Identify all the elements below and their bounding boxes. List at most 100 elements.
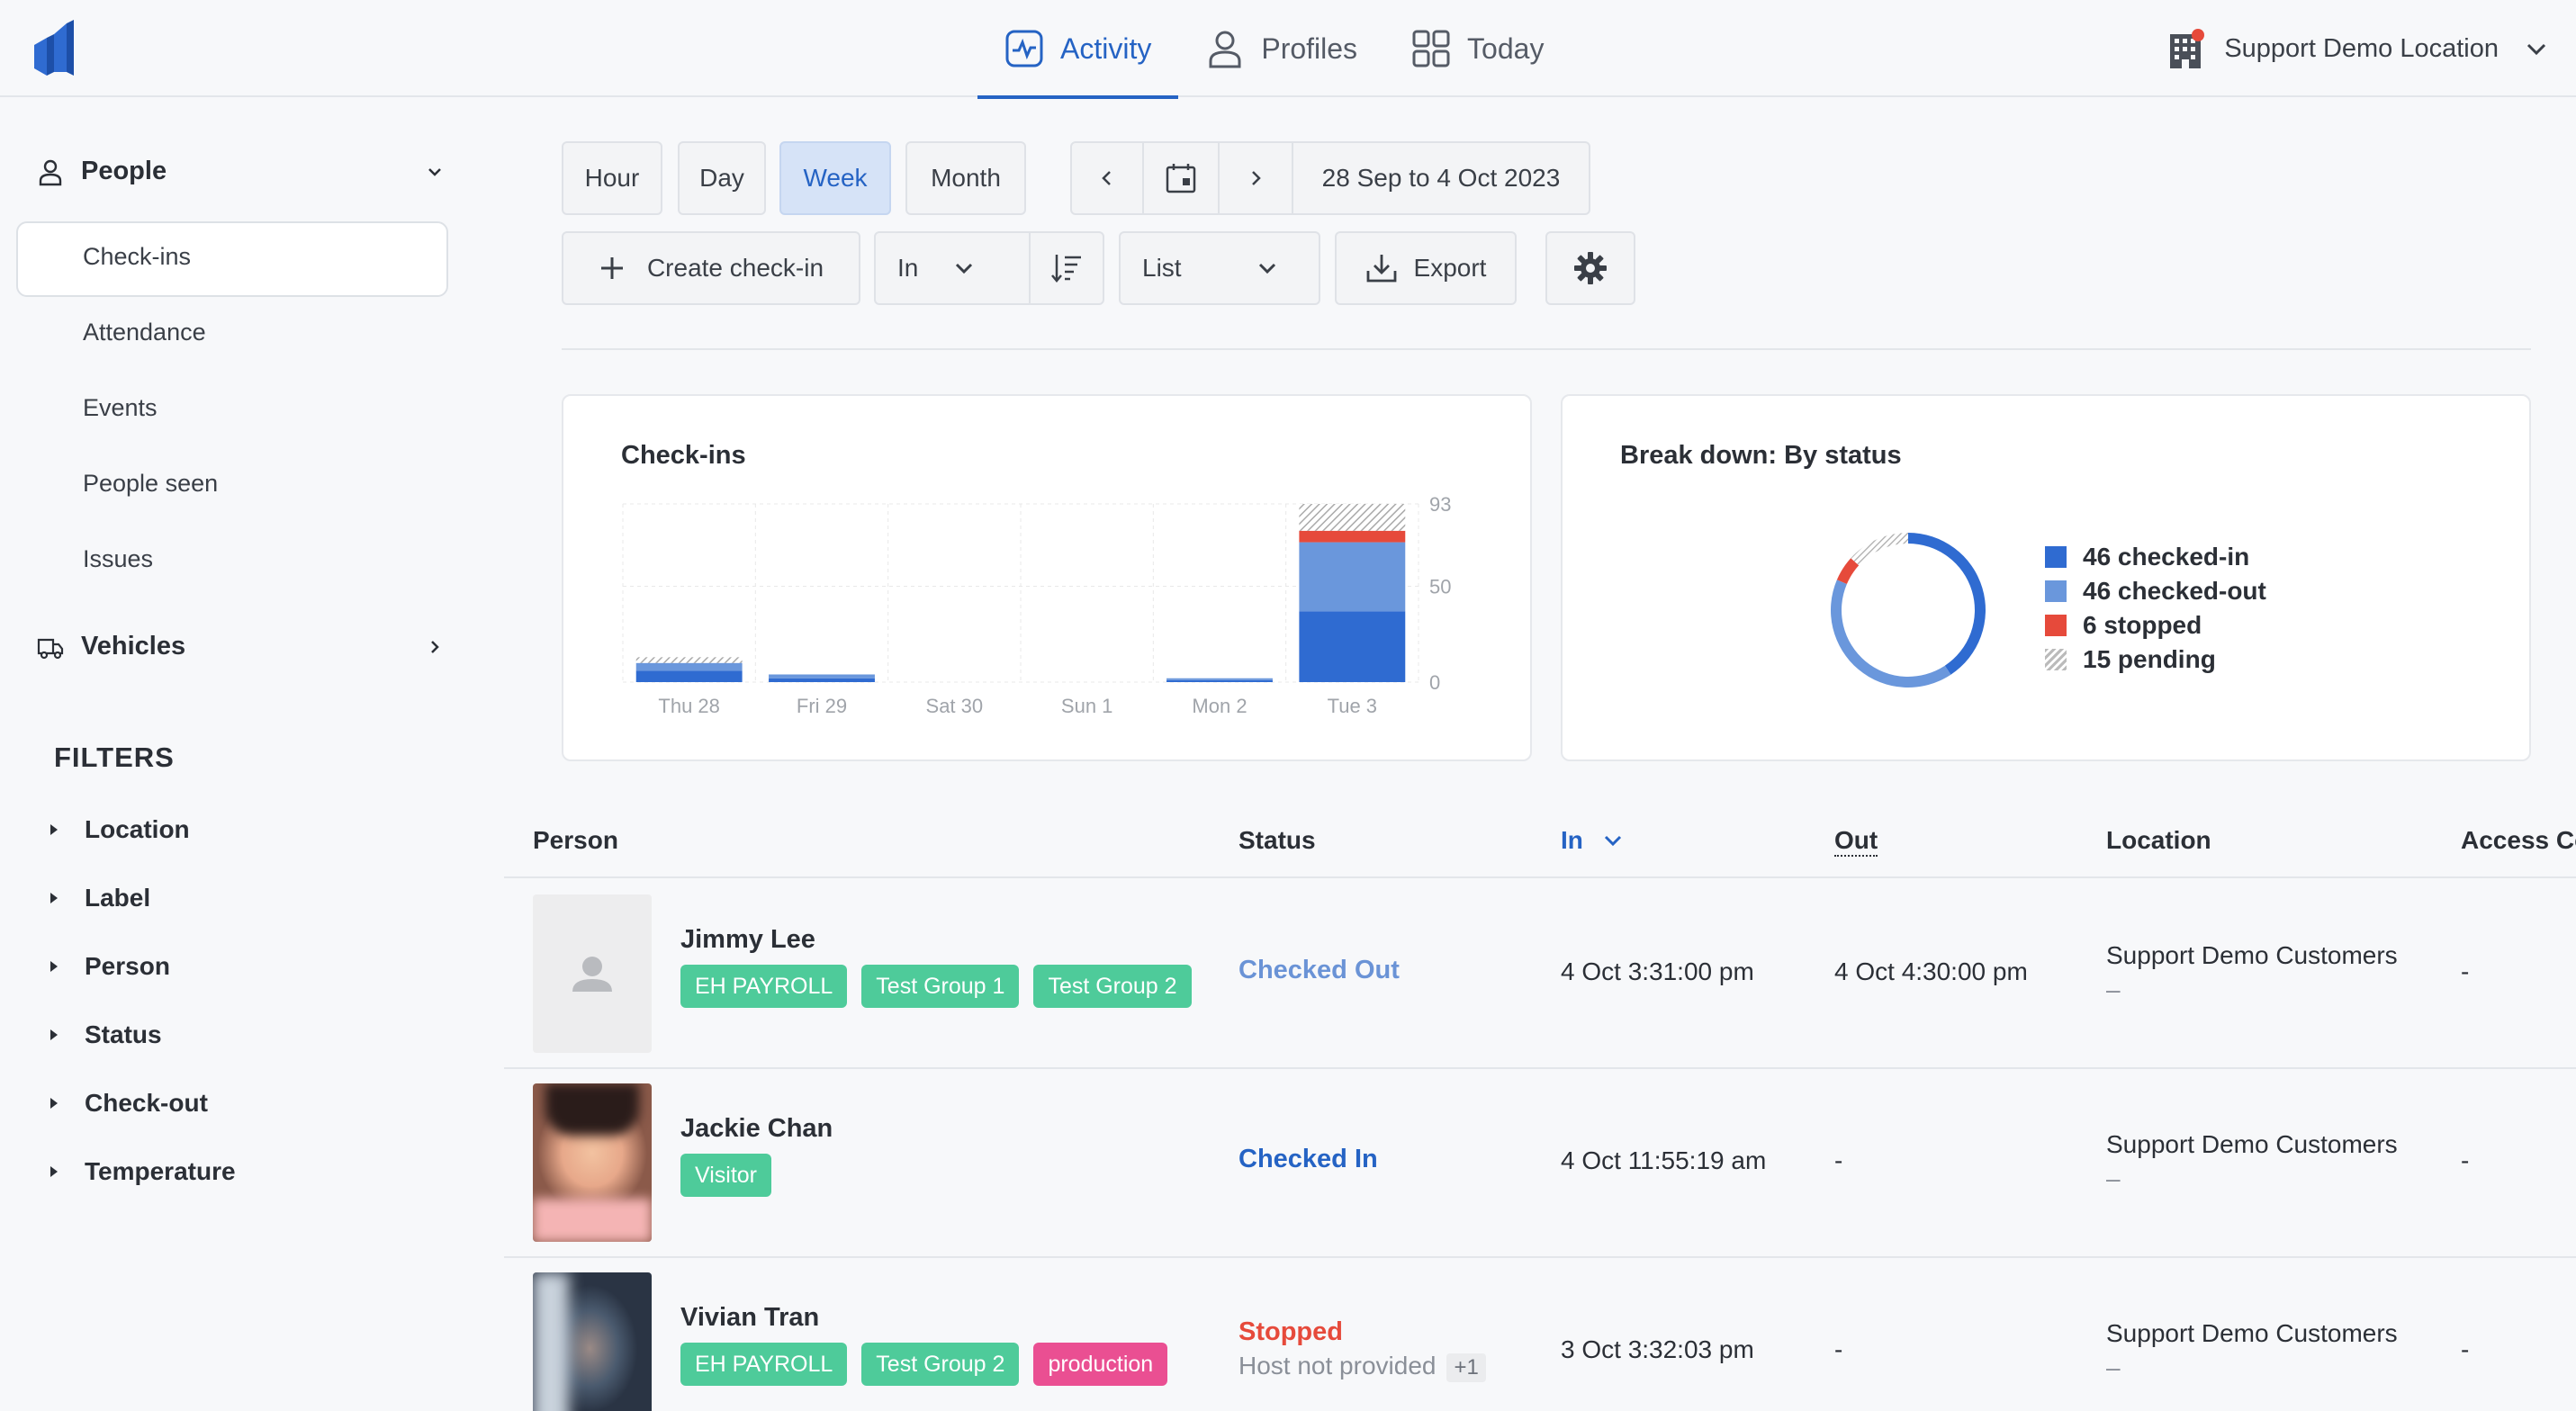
- donut-slice-1: [1831, 580, 1951, 688]
- filter-checkout[interactable]: Check-out: [50, 1089, 208, 1118]
- tab-profiles[interactable]: Profiles: [1178, 0, 1384, 97]
- table-row[interactable]: Vivian Tran EH PAYROLL Test Group 2 prod…: [504, 1258, 2576, 1411]
- previous-period-button[interactable]: [1070, 141, 1144, 215]
- sidebar-item-events[interactable]: Events: [83, 394, 158, 421]
- filter-person[interactable]: Person: [50, 952, 170, 981]
- view-mode-select[interactable]: List: [1119, 231, 1320, 305]
- table-row[interactable]: Jimmy Lee EH PAYROLL Test Group 1 Test G…: [504, 880, 2576, 1069]
- activity-icon: [1005, 30, 1043, 67]
- x-tick-label: Tue 3: [1328, 695, 1377, 717]
- chevron-down-icon: [1604, 835, 1621, 847]
- more-badge[interactable]: +1: [1446, 1353, 1486, 1382]
- tab-profiles-label: Profiles: [1261, 31, 1358, 65]
- x-tick-label: Sun 1: [1061, 695, 1113, 717]
- table-header: Person Status In Out Location Access Co: [504, 810, 2576, 878]
- calendar-button[interactable]: [1142, 141, 1220, 215]
- checkins-chart-title: Check-ins: [621, 441, 746, 470]
- x-tick-label: Mon 2: [1192, 695, 1247, 717]
- location-sub: –: [2106, 975, 2121, 1003]
- caret-right-icon: [50, 1166, 58, 1177]
- access-code-value: -: [2461, 957, 2470, 985]
- building-icon: [2170, 29, 2205, 68]
- sidebar-item-checkins[interactable]: Check-ins: [83, 243, 192, 270]
- person-name[interactable]: Vivian Tran: [680, 1303, 820, 1332]
- person-name[interactable]: Jackie Chan: [680, 1114, 833, 1143]
- checkout-time: 4 Oct 4:30:00 pm: [1834, 957, 2028, 985]
- filter-location-label: Location: [85, 815, 190, 843]
- view-mode-value: List: [1142, 254, 1182, 282]
- bar-segment-checked-in: [769, 678, 875, 682]
- legend-swatch: [2045, 546, 2067, 568]
- sidebar-vehicles-toggle[interactable]: Vehicles: [36, 632, 446, 661]
- legend-checked-out: 46 checked-out: [2045, 574, 2266, 608]
- filter-status[interactable]: Status: [50, 1020, 162, 1049]
- next-period-button[interactable]: [1218, 141, 1293, 215]
- column-in[interactable]: In: [1561, 826, 1625, 855]
- tag: Test Group 2: [861, 1343, 1020, 1386]
- sort-direction-button[interactable]: [1029, 231, 1104, 305]
- location-value: Support Demo Customers: [2106, 941, 2398, 969]
- app-logo[interactable]: [34, 20, 74, 76]
- sidebar-item-people-seen[interactable]: People seen: [83, 470, 219, 497]
- legend-stopped: 6 stopped: [2045, 608, 2266, 643]
- status-donut-chart: [1831, 533, 1986, 688]
- period-week-button[interactable]: Week: [779, 141, 891, 215]
- column-status[interactable]: Status: [1238, 826, 1316, 854]
- filter-temperature[interactable]: Temperature: [50, 1157, 236, 1186]
- chevron-right-icon: [1252, 171, 1261, 185]
- breakdown-title: Break down: By status: [1620, 441, 1902, 470]
- x-tick-label: Sat 30: [926, 695, 984, 717]
- location-name: Support Demo Location: [2224, 33, 2499, 63]
- export-button[interactable]: Export: [1335, 231, 1517, 305]
- status-legend: 46 checked-in 46 checked-out 6 stopped 1…: [2045, 540, 2266, 677]
- period-hour-button[interactable]: Hour: [562, 141, 662, 215]
- column-location[interactable]: Location: [2106, 826, 2211, 854]
- sidebar-item-issues[interactable]: Issues: [83, 545, 154, 572]
- sidebar-people-toggle[interactable]: People: [36, 157, 446, 186]
- legend-swatch: [2045, 580, 2067, 602]
- sidebar-item-checkins-highlight: [16, 221, 448, 297]
- tab-today[interactable]: Today: [1384, 0, 1571, 97]
- period-month-button[interactable]: Month: [905, 141, 1026, 215]
- create-checkin-button[interactable]: Create check-in: [562, 231, 860, 305]
- background-shape: [533, 1272, 569, 1411]
- truck-icon: [37, 638, 64, 659]
- sidebar: People Check-ins Attendance Events Peopl…: [0, 99, 468, 1411]
- column-person[interactable]: Person: [533, 826, 618, 854]
- column-access-code[interactable]: Access Co: [2461, 826, 2576, 854]
- settings-button[interactable]: [1545, 231, 1635, 305]
- legend-checked-in: 46 checked-in: [2045, 540, 2266, 574]
- period-day-button[interactable]: Day: [678, 141, 766, 215]
- donut-slice-3: [1851, 533, 1908, 566]
- filter-label[interactable]: Label: [50, 884, 150, 912]
- checkout-time: -: [1834, 1146, 1843, 1174]
- column-out[interactable]: Out: [1834, 826, 1878, 857]
- table-row[interactable]: Jackie Chan Visitor Checked In 4 Oct 11:…: [504, 1069, 2576, 1258]
- status-value[interactable]: Stopped: [1238, 1317, 1343, 1346]
- person-name[interactable]: Jimmy Lee: [680, 925, 815, 954]
- grid-icon: [1412, 30, 1450, 67]
- breakdown-card: Break down: By status 46 checked-in 46 c…: [1561, 394, 2531, 761]
- caret-right-icon: [50, 893, 58, 903]
- bar-segment-pending: [1299, 504, 1406, 531]
- status-reason-text: Host not provided: [1238, 1352, 1437, 1380]
- location-sub: –: [2106, 1353, 2121, 1381]
- filter-location[interactable]: Location: [50, 815, 190, 844]
- caret-right-icon: [50, 824, 58, 835]
- x-tick-label: Fri 29: [797, 695, 847, 717]
- filter-person-label: Person: [85, 952, 170, 980]
- location-selector[interactable]: Support Demo Location: [2168, 0, 2549, 97]
- status-value[interactable]: Checked Out: [1238, 956, 1400, 984]
- caret-right-icon: [50, 961, 58, 972]
- top-bar: Activity Profiles Today: [0, 0, 2576, 99]
- bar-segment-checked-out: [1166, 678, 1273, 680]
- sort-descending-icon: [1051, 255, 1081, 283]
- date-range-display[interactable]: 28 Sep to 4 Oct 2023: [1292, 141, 1590, 215]
- tab-activity[interactable]: Activity: [977, 0, 1179, 99]
- sort-field-select[interactable]: In: [874, 231, 1031, 305]
- filter-temperature-label: Temperature: [85, 1157, 236, 1185]
- status-value[interactable]: Checked In: [1238, 1145, 1378, 1173]
- bar-segment-pending: [635, 657, 743, 663]
- sidebar-item-attendance[interactable]: Attendance: [83, 319, 206, 346]
- export-label: Export: [1413, 254, 1487, 282]
